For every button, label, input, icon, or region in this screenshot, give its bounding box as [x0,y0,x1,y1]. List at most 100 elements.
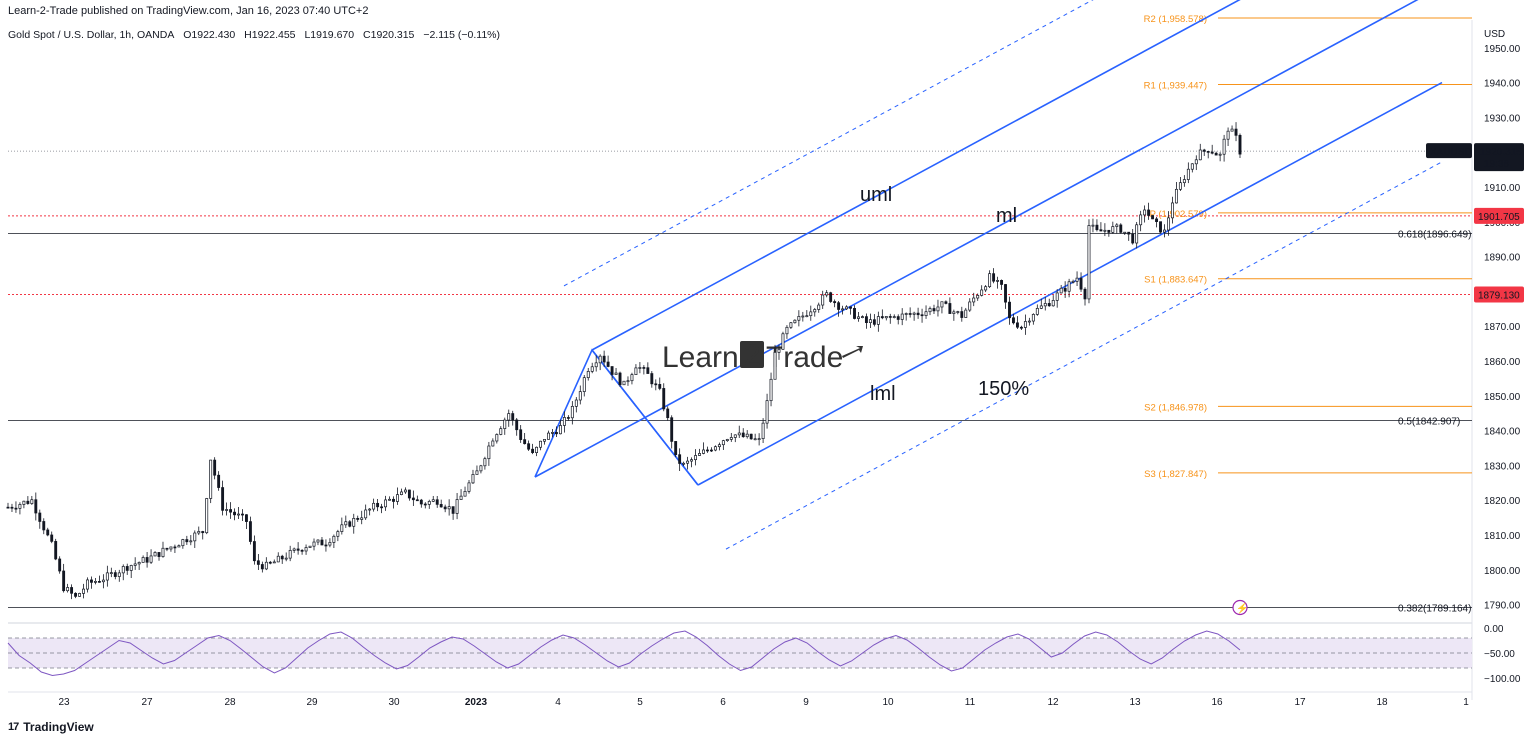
candle-body [380,506,384,509]
candle-body [427,501,431,505]
candle-body [1115,224,1119,227]
time-tick-label: 10 [882,697,894,708]
candle-body [133,563,137,566]
candle-body [809,311,813,317]
candle-body [403,489,407,493]
chart-annotation: 150% [978,378,1029,400]
candle-body [101,579,105,583]
candle-body [1103,229,1107,232]
candle-body [503,419,507,429]
candle-body [590,366,594,372]
price-tick-label: 1860.00 [1484,357,1521,368]
candle-body [1000,280,1003,285]
candle-body [145,557,149,563]
pivot-label: R1 (1,939.447) [1144,81,1207,92]
candle-body [113,572,117,577]
watermark-logo-right: Trade [766,341,843,374]
price-tick-label: 1790.00 [1484,601,1521,612]
candle-body [797,316,801,321]
candle-body [642,367,646,369]
candle-body [527,443,531,450]
candle-body [682,462,686,465]
candle-body [463,491,467,497]
candle-body [539,440,542,448]
price-level-badge [1474,207,1524,224]
candle-body [666,408,670,419]
candle-body [900,313,904,320]
pivot-label: S2 (1,846.978) [1144,402,1207,413]
candle-body [698,453,701,456]
candle-body [308,545,312,548]
upper-warning-line[interactable] [563,0,1110,287]
candle-body [431,499,435,502]
candle-body [1174,188,1178,204]
candle-body [1127,231,1131,235]
candle-body [1170,202,1174,219]
watermark-logo-digit-box [740,341,764,368]
time-tick-label: 29 [306,697,318,708]
time-tick-label: 1 [1463,697,1469,708]
candle-body [654,383,658,386]
candle-body [201,531,205,534]
time-tick-label: 13 [1129,697,1141,708]
time-tick-label: 16 [1211,697,1223,708]
candle-body [686,460,690,464]
tradingview-footer[interactable]: 17 TradingView [8,720,94,734]
candle-body [284,557,288,560]
lightning-alert-icon[interactable] [1232,599,1248,616]
candle-body [606,361,610,367]
candle-body [733,434,737,438]
candle-body [821,294,825,306]
candle-body [574,399,578,407]
candle-body [241,513,244,516]
candle-body [256,560,260,565]
candle-body [884,316,888,319]
candle-body [316,539,320,543]
candle-body [880,316,884,319]
candle-body [451,506,455,514]
time-tick-label: 27 [141,697,153,708]
candle-body [980,289,984,296]
candle-body [1008,301,1011,319]
price-tick-label: 1810.00 [1484,531,1521,542]
candle-body [988,273,992,288]
candle-body [662,388,666,410]
candle-body [753,438,757,441]
candle-body [896,316,900,320]
upper-median-line[interactable] [591,0,1384,351]
candle-body [328,542,332,546]
candle-body [1163,229,1166,233]
tradingview-logo-icon: 17 [8,721,19,733]
candle-body [531,448,535,453]
candle-body [46,529,50,536]
candle-body [137,562,141,565]
rsi-tick-label: −100.00 [1484,674,1521,685]
candle-body [543,439,546,442]
candle-body [1051,300,1055,307]
candle-body [1206,151,1210,153]
fib-level-label: 0.618(1896.649) [1398,229,1471,240]
candle-body [1159,221,1162,233]
candle-body [447,506,451,510]
candle-body [781,333,785,350]
candle-body [928,308,932,313]
candle-body [1075,277,1079,282]
time-tick-label: 30 [388,697,400,708]
candle-body [415,499,419,502]
candle-body [562,417,566,426]
candle-body [868,319,872,324]
price-tick-label: 1890.00 [1484,253,1521,264]
candle-body [276,555,280,563]
candle-body [996,280,1000,282]
candle-body [157,552,161,557]
candle-body [1214,152,1218,156]
symbol-name[interactable]: Gold Spot / U.S. Dollar, 1h, OANDA [8,29,175,41]
candle-body [1107,229,1111,233]
candle-body [292,548,296,551]
candle-body [721,440,725,446]
price-tick-label: 1910.00 [1484,183,1521,194]
price-tick-label: 1830.00 [1484,461,1521,472]
median-line[interactable] [534,0,1472,478]
time-tick-label: 9 [803,697,809,708]
